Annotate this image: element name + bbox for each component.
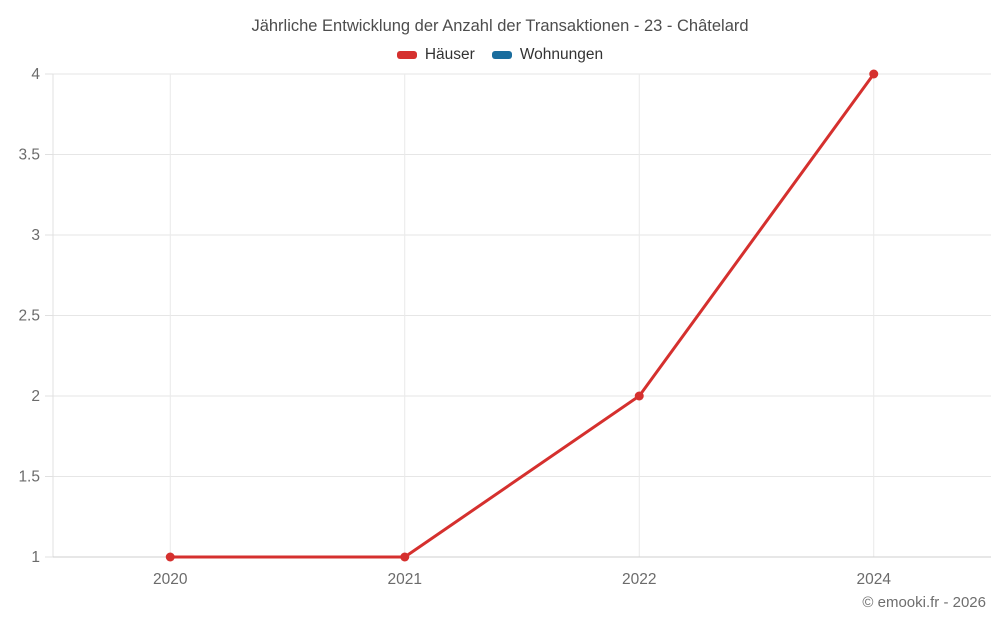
y-axis-label: 3 [31,227,40,244]
data-point[interactable] [400,552,410,562]
y-axis-label: 2.5 [18,308,40,325]
data-point[interactable] [634,391,644,401]
x-axis-label: 2022 [622,571,656,588]
chart-title: Jährliche Entwicklung der Anzahl der Tra… [251,17,749,35]
data-point[interactable] [165,552,175,562]
data-point[interactable] [869,69,879,79]
y-axis-label: 3.5 [18,147,40,164]
x-axis-label: 2024 [857,571,892,588]
wohnungen-series-swatch-icon [491,51,512,59]
legend-item-hauser[interactable]: Häuser [396,46,475,64]
hauser-series-swatch-icon [396,51,417,59]
legend-label-wohnungen: Wohnungen [519,46,604,63]
y-axis-label: 4 [31,66,40,83]
legend-label-hauser: Häuser [424,46,475,63]
y-axis-label: 1 [31,549,40,566]
legend-item-wohnungen[interactable]: Wohnungen [491,46,604,64]
copyright-notice: © emooki.fr - 2026 [862,594,986,611]
y-axis-label: 2 [31,388,40,405]
x-axis-label: 2020 [153,571,188,588]
legend: Häuser Wohnungen [0,46,1000,64]
x-axis-label: 2021 [388,571,422,588]
series-line-häuser [168,72,876,559]
y-axis-label: 1.5 [18,469,40,486]
